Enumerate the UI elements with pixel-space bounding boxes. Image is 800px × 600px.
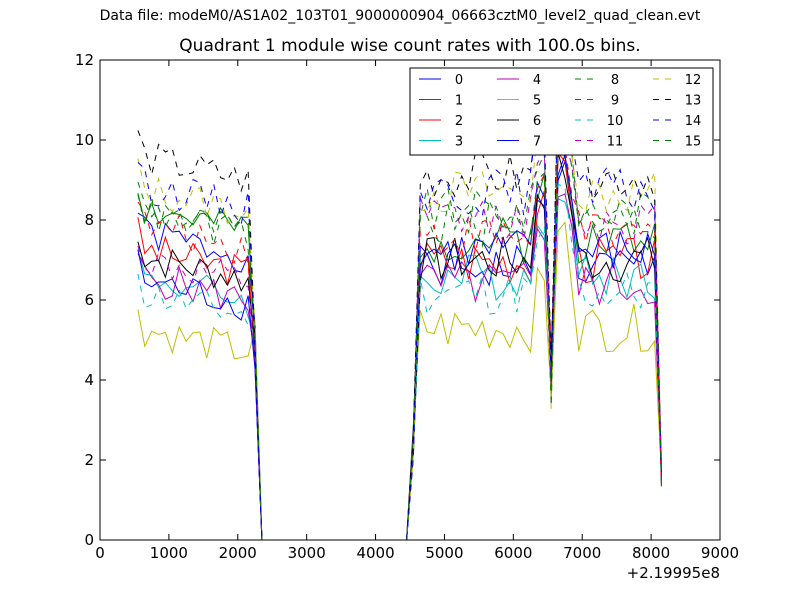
legend-label-module-0: 0 xyxy=(455,73,463,88)
legend-label-module-13: 13 xyxy=(685,94,702,109)
plot-title: Quadrant 1 module wise count rates with … xyxy=(179,36,641,56)
series-line-module-15 xyxy=(137,120,662,540)
series-line-module-1 xyxy=(137,142,662,540)
axis-ticks: 0 1000 2000 3000 4000 5000 6000 7000 8000 9000 0 2 4… xyxy=(75,51,739,562)
y-tick-label: 2 xyxy=(84,451,94,469)
legend-label-module-15: 15 xyxy=(685,135,702,150)
legend-label-module-4: 4 xyxy=(533,73,541,88)
x-tick-label: 9000 xyxy=(701,544,739,562)
x-tick-label: 6000 xyxy=(494,544,532,562)
legend-label-module-11: 11 xyxy=(607,135,624,150)
legend-label-module-7: 7 xyxy=(533,135,541,150)
legend-label-module-12: 12 xyxy=(685,73,702,88)
series-line-module-0 xyxy=(137,161,662,540)
y-tick-label: 8 xyxy=(84,211,94,229)
x-tick-label: 7000 xyxy=(563,544,601,562)
legend-label-module-6: 6 xyxy=(533,114,541,129)
x-tick-label: 2000 xyxy=(219,544,257,562)
x-tick-label: 1000 xyxy=(150,544,188,562)
x-tick-label: 8000 xyxy=(632,544,670,562)
x-tick-label: 4000 xyxy=(356,544,394,562)
series-line-module-4 xyxy=(137,193,662,540)
series-line-module-10 xyxy=(137,183,662,540)
legend-label-module-1: 1 xyxy=(455,94,463,109)
x-tick-label: 3000 xyxy=(288,544,326,562)
plot-lines xyxy=(137,78,662,540)
series-line-module-12 xyxy=(137,94,662,540)
legend-label-module-5: 5 xyxy=(533,94,541,109)
y-tick-label: 4 xyxy=(84,371,94,389)
x-offset-label: +2.19995e8 xyxy=(627,564,720,582)
legend-label-module-8: 8 xyxy=(611,73,619,88)
legend-label-module-10: 10 xyxy=(607,114,624,129)
y-tick-label: 12 xyxy=(75,51,94,69)
legend-box xyxy=(409,67,714,156)
y-tick-label: 0 xyxy=(84,531,94,549)
legend-label-module-14: 14 xyxy=(685,114,702,129)
series-line-module-7 xyxy=(137,154,662,540)
series-line-module-9 xyxy=(137,137,662,540)
series-line-module-5 xyxy=(137,221,662,540)
series-line-module-8 xyxy=(137,124,662,540)
legend-label-module-2: 2 xyxy=(455,114,463,129)
data-file-title: Data file: modeM0/AS1A02_103T01_90000009… xyxy=(99,8,701,24)
x-tick-label: 5000 xyxy=(425,544,463,562)
series-line-module-3 xyxy=(137,198,662,540)
x-tick-label: 0 xyxy=(95,544,105,562)
legend-label-module-9: 9 xyxy=(611,94,619,109)
series-line-module-2 xyxy=(137,151,662,540)
series-line-module-6 xyxy=(137,152,662,540)
legend-label-module-3: 3 xyxy=(455,135,463,150)
y-tick-label: 6 xyxy=(84,291,94,309)
series-line-module-11 xyxy=(137,138,662,540)
y-tick-label: 10 xyxy=(75,131,94,149)
